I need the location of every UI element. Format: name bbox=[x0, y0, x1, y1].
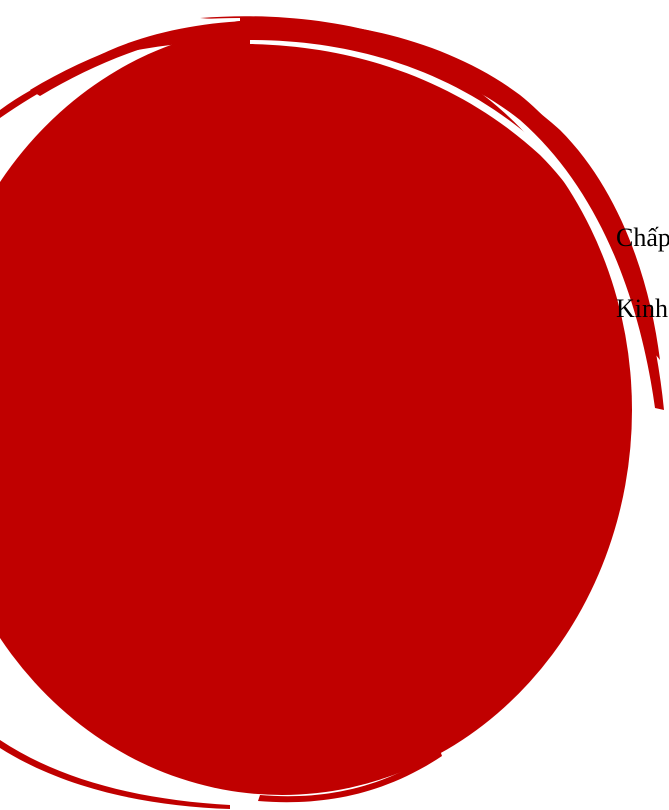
text-line-1: Chấp bbox=[616, 223, 669, 252]
text-line-2: Kinh bbox=[616, 294, 668, 323]
brush-stroke bbox=[258, 750, 442, 803]
brush-highlight bbox=[0, 720, 180, 789]
brush-highlight bbox=[160, 18, 240, 25]
red-circle bbox=[0, 25, 632, 795]
brush-stroke bbox=[30, 28, 195, 96]
brush-highlight bbox=[250, 40, 620, 270]
brush-stroke bbox=[0, 75, 62, 118]
